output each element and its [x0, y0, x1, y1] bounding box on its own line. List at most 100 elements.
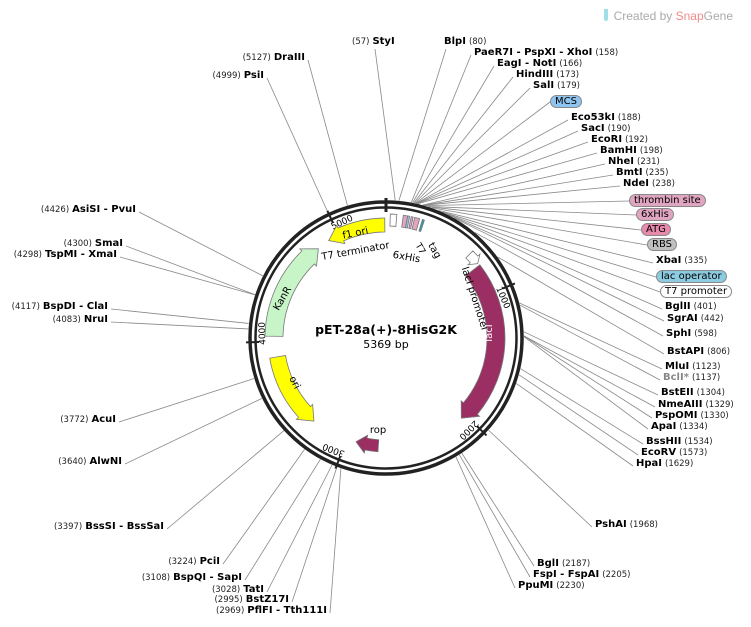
- site-leader-line: [166, 430, 285, 530]
- site-pcii[interactable]: (3224) PciI: [165, 556, 220, 568]
- site-draiii[interactable]: (5127) DraIII: [240, 52, 305, 64]
- small-feature-mark[interactable]: [405, 215, 411, 229]
- pill-leader-line: [442, 211, 657, 278]
- site-position: (238): [652, 179, 675, 189]
- site-sali[interactable]: SalI (179): [533, 80, 583, 92]
- site-psii[interactable]: (4999) PsiI: [209, 70, 264, 82]
- feature-pill-thrombin-site[interactable]: thrombin site: [629, 194, 706, 207]
- site-tati[interactable]: (3028) TatI: [209, 584, 264, 596]
- site-leader-line: [448, 214, 663, 310]
- site-bglii[interactable]: BglII (401): [665, 301, 720, 313]
- site-eco53ki[interactable]: Eco53kI (188): [571, 112, 644, 124]
- site-bstz17i[interactable]: (2995) BstZ17I: [211, 594, 289, 606]
- site-blpi[interactable]: BlpI (80): [444, 36, 489, 48]
- site-paer7i-pspxi-xhoi[interactable]: PaeR7I - PspXI - XhoI (158): [474, 47, 621, 59]
- site-saci[interactable]: SacI (190): [581, 123, 633, 135]
- site-position: (1629): [665, 459, 694, 469]
- site-tspmi-xmai[interactable]: (4298) TspMI - XmaI: [11, 249, 117, 261]
- feature-pill-mcs[interactable]: MCS: [550, 95, 582, 108]
- site-styi[interactable]: (57) StyI: [349, 36, 395, 48]
- site-leader-line: [454, 217, 665, 322]
- site-name: NheI: [608, 156, 634, 167]
- feature-pill-t7-promoter[interactable]: T7 promoter: [660, 285, 733, 298]
- site-ndei[interactable]: NdeI (238): [623, 178, 678, 190]
- site-position: (2205): [602, 570, 631, 580]
- small-feature-mark[interactable]: [408, 216, 414, 230]
- site-position: (3028): [211, 585, 241, 595]
- site-leader-line: [244, 459, 321, 581]
- site-position: (2187): [561, 559, 591, 569]
- site-hpai[interactable]: HpaI (1629): [636, 458, 696, 470]
- site-pspomi[interactable]: PspOMI (1330): [655, 410, 732, 422]
- site-bcli-[interactable]: BclI* (1137): [663, 372, 723, 384]
- site-name: BclI*: [663, 372, 689, 383]
- site-position: (1137): [691, 373, 721, 383]
- feature-label-rop: rop: [370, 425, 386, 436]
- site-alwni[interactable]: (3640) AlwNI: [55, 456, 122, 468]
- feature-laci-promoter-arrow[interactable]: [465, 250, 481, 266]
- site-leader-line: [455, 456, 516, 589]
- site-smai[interactable]: (4300) SmaI: [61, 238, 123, 250]
- site-acui[interactable]: (3772) AcuI: [57, 414, 116, 426]
- site-ecori[interactable]: EcoRI (192): [591, 134, 651, 146]
- site-name: AsiSI - PvuI: [72, 204, 136, 215]
- feature-pill-rbs[interactable]: RBS: [647, 238, 677, 251]
- site-name: PshAI: [595, 519, 627, 530]
- site-ppumi[interactable]: PpuMI (2230): [518, 580, 588, 592]
- site-name: SgrAI: [667, 313, 698, 324]
- feature-t7-terminator-arrow[interactable]: [389, 213, 398, 227]
- snapgene-brand[interactable]: Created by SnapGene: [603, 9, 733, 23]
- site-name: PspOMI: [655, 410, 698, 421]
- site-leader-line: [438, 210, 654, 264]
- feature-laci-arrow[interactable]: [460, 264, 506, 419]
- feature-t7-tag-arrow[interactable]: [411, 216, 421, 231]
- site-sphi[interactable]: SphI (598): [666, 328, 720, 340]
- site-mlui[interactable]: MluI (1123): [665, 361, 723, 373]
- feature-rop-arrow[interactable]: [355, 434, 380, 454]
- site-ecorv[interactable]: EcoRV (1573): [641, 447, 710, 459]
- feature-pill-atg[interactable]: ATG: [641, 223, 671, 236]
- feature-label-f1: f1 ori: [342, 225, 370, 241]
- site-leader-line: [398, 48, 447, 201]
- site-pshai[interactable]: PshAI (1968): [595, 519, 661, 531]
- site-bsssi-bsssai[interactable]: (3397) BssSI - BssSaI: [51, 521, 164, 533]
- feature-kanr-arrow[interactable]: [264, 248, 319, 337]
- site-name: NruI: [83, 314, 108, 325]
- site-leader-line: [523, 336, 649, 430]
- site-bstapi[interactable]: BstAPI (806): [667, 346, 733, 358]
- site-leader-line: [423, 174, 614, 206]
- site-name: SmaI: [94, 238, 123, 249]
- site-position: (806): [707, 347, 731, 357]
- site-name: HindIII: [516, 69, 554, 80]
- site-fspi-fspai[interactable]: FspI - FspAI (2205): [533, 569, 633, 581]
- site-bmti[interactable]: BmtI (235): [616, 167, 671, 179]
- site-bgli[interactable]: BglI (2187): [537, 558, 593, 570]
- site-bspqi-sapi[interactable]: (3108) BspQI - SapI: [139, 572, 242, 584]
- site-bsshii[interactable]: BssHII (1534): [646, 436, 716, 448]
- feature-ori-arrow[interactable]: [269, 354, 315, 422]
- small-feature-mark[interactable]: [418, 218, 425, 233]
- site-eagi-noti[interactable]: EagI - NotI (166): [497, 58, 585, 70]
- feature-pill-6xhis[interactable]: 6xHis: [636, 208, 674, 221]
- site-position: (4083): [52, 315, 81, 325]
- site-leader-line: [266, 77, 329, 213]
- site-asisi-pvui[interactable]: (4426) AsiSI - PvuI: [38, 204, 136, 216]
- site-pflfi-tth111i[interactable]: (2969) PflFI - Tth111I: [213, 605, 327, 617]
- site-bamhi[interactable]: BamHI (198): [600, 145, 666, 157]
- feature-pill-lac-operator[interactable]: lac operator: [656, 270, 727, 283]
- site-name: EcoRV: [641, 447, 677, 458]
- site-sgrai[interactable]: SgrAI (442): [667, 313, 727, 325]
- site-xbai[interactable]: XbaI (335): [656, 255, 710, 267]
- site-bspdi-clai[interactable]: (4117) BspDI - ClaI: [9, 301, 108, 313]
- site-position: (1534): [684, 437, 713, 447]
- site-nhei[interactable]: NheI (231): [608, 156, 663, 168]
- site-bsteii[interactable]: BstEII (1304): [661, 387, 728, 399]
- pill-leader-line: [445, 213, 661, 293]
- site-nrui[interactable]: (4083) NruI: [50, 314, 108, 326]
- site-apai[interactable]: ApaI (1334): [651, 421, 711, 433]
- feature-f1-ori-arrow[interactable]: [328, 217, 386, 245]
- site-nmeaiii[interactable]: NmeAIII (1329): [658, 399, 737, 411]
- site-position: (3397): [53, 522, 83, 532]
- site-position: (190): [607, 124, 631, 134]
- site-hindiii[interactable]: HindIII (173): [516, 69, 582, 81]
